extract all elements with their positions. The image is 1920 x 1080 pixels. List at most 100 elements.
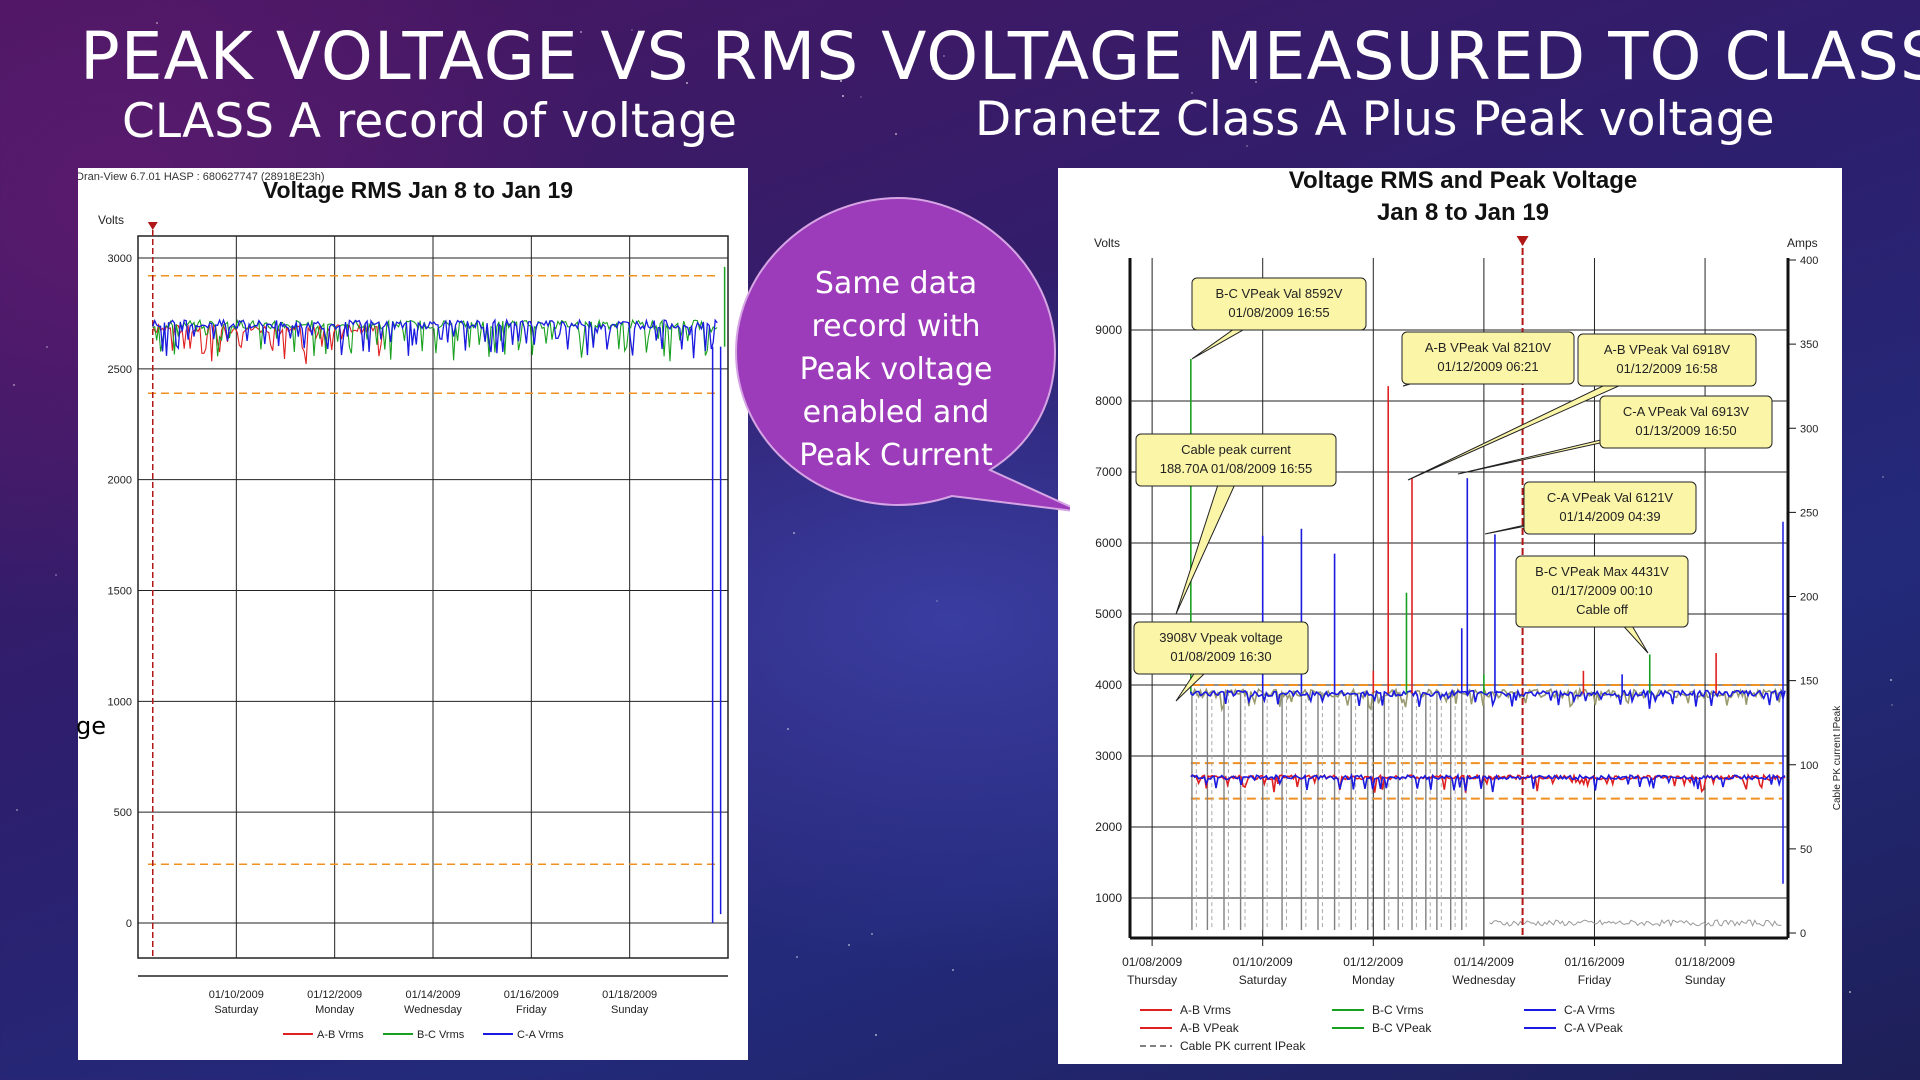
y-tick-label: 5000 bbox=[1095, 607, 1122, 621]
series-line-bc bbox=[152, 318, 718, 362]
text-fragment: ge bbox=[76, 712, 106, 740]
y-tick-label: 1500 bbox=[108, 586, 132, 598]
legend-label: B-C VPeak bbox=[1372, 1021, 1432, 1035]
annotation-text: B-C VPeak Val 8592V bbox=[1216, 286, 1343, 301]
star bbox=[580, 31, 582, 33]
annotation-text: C-A VPeak Val 6121V bbox=[1547, 490, 1674, 505]
x-tick-date: 01/16/2009 bbox=[1564, 955, 1624, 969]
callout-line: Peak Current bbox=[799, 438, 993, 473]
subtitle-left: CLASS A record of voltage bbox=[122, 94, 737, 149]
annotation-box bbox=[1401, 331, 1575, 385]
star bbox=[158, 73, 160, 75]
chart-header: Dran-View 6.7.01 HASP : 680627747 (28918… bbox=[78, 171, 325, 183]
x-tick-date: 01/12/2009 bbox=[1343, 955, 1403, 969]
y2-axis-label: Amps bbox=[1787, 236, 1818, 250]
x-tick-weekday: Friday bbox=[516, 1004, 547, 1016]
x-tick-date: 01/10/2009 bbox=[209, 989, 264, 1001]
y2-tick-label: 400 bbox=[1800, 255, 1818, 267]
y2-tick-label: 0 bbox=[1800, 928, 1806, 940]
series-line-ca-vpeak bbox=[1190, 688, 1786, 709]
x-tick-weekday: Wednesday bbox=[404, 1004, 462, 1016]
star bbox=[1191, 92, 1193, 94]
x-tick-weekday: Wednesday bbox=[1452, 973, 1515, 987]
annotation-text: 01/08/2009 16:55 bbox=[1228, 305, 1329, 320]
annotation-text: 01/14/2009 04:39 bbox=[1559, 509, 1660, 524]
legend-label: C-A Vrms bbox=[517, 1029, 564, 1041]
x-tick-date: 01/14/2009 bbox=[405, 989, 460, 1001]
annotation-text: A-B VPeak Val 8210V bbox=[1425, 340, 1552, 355]
x-tick-weekday: Friday bbox=[1578, 973, 1611, 987]
annotation-box bbox=[1515, 555, 1689, 628]
star bbox=[16, 809, 18, 811]
star bbox=[55, 574, 57, 576]
annotation-text: 01/12/2009 06:21 bbox=[1437, 359, 1538, 374]
x-tick-weekday: Saturday bbox=[214, 1004, 259, 1016]
x-tick-weekday: Sunday bbox=[1685, 973, 1726, 987]
annotation-text: 01/08/2009 16:30 bbox=[1170, 649, 1271, 664]
star bbox=[840, 80, 842, 82]
callout-line: record with bbox=[811, 309, 981, 344]
chart-title-line2: Jan 8 to Jan 19 bbox=[1377, 199, 1549, 226]
star bbox=[936, 600, 938, 602]
annotation-box bbox=[1523, 481, 1697, 535]
star bbox=[932, 68, 934, 70]
annotation-box bbox=[1577, 333, 1757, 387]
star bbox=[793, 532, 795, 534]
annotation-text: B-C VPeak Max 4431V bbox=[1535, 564, 1669, 579]
star bbox=[156, 22, 158, 24]
legend-label: B-C Vrms bbox=[417, 1029, 465, 1041]
annotation-text: 01/12/2009 16:58 bbox=[1616, 361, 1717, 376]
y-tick-label: 8000 bbox=[1095, 394, 1122, 408]
y2-tick-label: 350 bbox=[1800, 339, 1818, 351]
series-line-ca bbox=[152, 318, 718, 359]
x-tick-date: 01/16/2009 bbox=[504, 989, 559, 1001]
callout-line: enabled and bbox=[802, 395, 990, 430]
y-tick-label: 0 bbox=[126, 918, 132, 930]
star bbox=[1882, 476, 1884, 478]
y-tick-label: 500 bbox=[114, 807, 132, 819]
callout-bubble bbox=[734, 196, 1070, 512]
annotation-box bbox=[1191, 277, 1367, 331]
star bbox=[1255, 81, 1257, 83]
x-tick-weekday: Thursday bbox=[1127, 973, 1177, 987]
left-chart-panel: Dran-View 6.7.01 HASP : 680627747 (28918… bbox=[76, 168, 748, 1060]
annotation-text: A-B VPeak Val 6918V bbox=[1604, 342, 1731, 357]
annotation-text: Cable peak current bbox=[1181, 442, 1291, 457]
chart-voltage-rms-and-peak: Voltage RMS and Peak Voltage Jan 8 to Ja… bbox=[1094, 167, 1843, 1053]
callout-bubble-shape bbox=[734, 196, 1070, 512]
y-tick-label: 2000 bbox=[1095, 820, 1122, 834]
star bbox=[871, 933, 873, 935]
star bbox=[631, 29, 633, 31]
star bbox=[875, 1034, 877, 1036]
legend-label: B-C Vrms bbox=[1372, 1003, 1424, 1017]
y-tick-label: 6000 bbox=[1095, 536, 1122, 550]
right-chart-panel: Voltage RMS and Peak Voltage Jan 8 to Ja… bbox=[1058, 167, 1843, 1064]
annotation-text: 01/13/2009 16:50 bbox=[1635, 423, 1736, 438]
y-tick-label: 2000 bbox=[108, 475, 132, 487]
star bbox=[796, 956, 798, 958]
annotation-box bbox=[1599, 395, 1773, 449]
legend-label: A-B VPeak bbox=[1180, 1021, 1240, 1035]
y-tick-label: 3000 bbox=[108, 253, 132, 265]
callout-text: Same data record with Peak voltage enabl… bbox=[760, 262, 1032, 477]
annotation-box bbox=[1135, 433, 1337, 487]
y2-tick-label: 50 bbox=[1800, 844, 1812, 856]
chart-title: Voltage RMS Jan 8 to Jan 19 bbox=[263, 177, 573, 203]
star bbox=[46, 346, 48, 348]
star bbox=[1719, 112, 1721, 114]
annotation-text: C-A VPeak Val 6913V bbox=[1623, 404, 1750, 419]
y-tick-label: 1000 bbox=[1095, 891, 1122, 905]
star bbox=[943, 55, 945, 57]
y-tick-label: 3000 bbox=[1095, 749, 1122, 763]
star bbox=[686, 82, 688, 84]
star bbox=[860, 96, 862, 98]
star bbox=[1246, 145, 1248, 147]
star bbox=[1890, 679, 1892, 681]
x-tick-date: 01/10/2009 bbox=[1233, 955, 1293, 969]
x-tick-date: 01/18/2009 bbox=[602, 989, 657, 1001]
x-tick-weekday: Saturday bbox=[1239, 973, 1287, 987]
x-tick-weekday: Monday bbox=[1352, 973, 1395, 987]
y-tick-label: 7000 bbox=[1095, 465, 1122, 479]
y2-tick-label: 200 bbox=[1800, 592, 1818, 604]
star bbox=[842, 95, 844, 97]
